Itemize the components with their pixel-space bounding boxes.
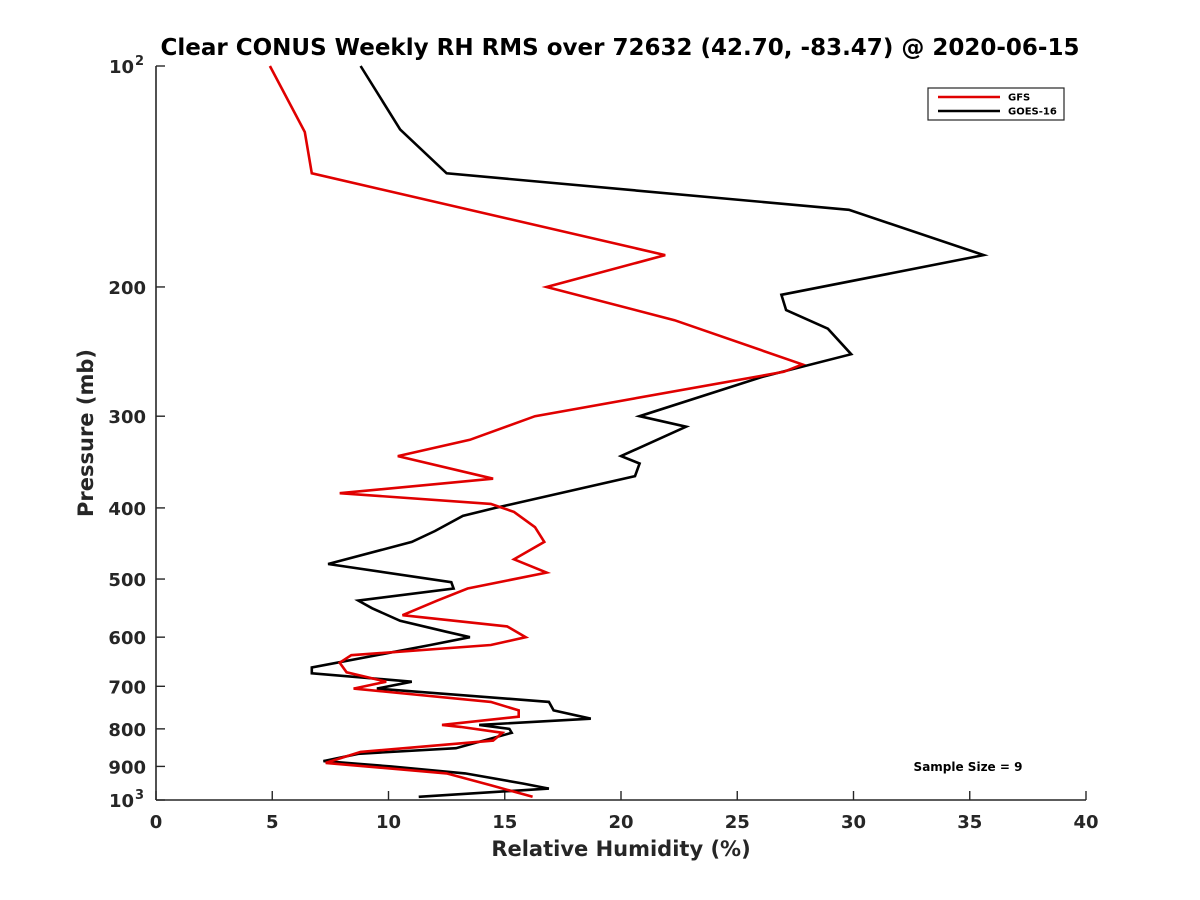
x-tick-label: 25 [725,812,750,833]
y-tick-label: 900 [108,757,146,778]
x-ticks: 0 5 10 15 20 25 30 35 40 [150,791,1099,833]
y-tick-label: 400 [108,499,146,520]
series-lines [268,65,989,799]
x-tick-label: 5 [266,812,279,833]
x-tick-label: 35 [957,812,982,833]
x-tick-label: 0 [150,812,163,833]
sample-size-annotation: Sample Size = 9 [914,760,1023,774]
y-tick-base: 10 [109,57,134,78]
legend-label-gfs: GFS [1008,93,1030,104]
x-axis-label: Relative Humidity (%) [491,837,750,861]
x-tick-label: 40 [1073,812,1098,833]
x-tick-label: 15 [492,812,517,833]
legend: GFS GOES-16 [927,87,1065,121]
y-tick-label-power: 10 2 [109,54,144,78]
x-tick-label: 20 [608,812,633,833]
y-axis-label: Pressure (mb) [74,349,98,517]
y-tick-label: 300 [108,407,146,428]
y-tick-label: 200 [108,278,146,299]
y-tick-base: 10 [109,791,134,812]
chart-title: Clear CONUS Weekly RH RMS over 72632 (42… [161,35,1080,61]
legend-label-goes16: GOES-16 [1008,107,1057,118]
y-tick-label-power: 10 3 [109,788,144,812]
y-tick-exponent: 3 [135,788,144,803]
y-tick-label: 500 [108,570,146,591]
y-tick-exponent: 2 [135,54,144,69]
plot-area: 0 5 10 15 20 25 30 35 40 10 220030040050060070080… [108,54,1098,833]
y-tick-label: 800 [108,720,146,741]
y-tick-label: 600 [108,628,146,649]
legend-box [927,87,1065,121]
x-tick-label: 30 [841,812,866,833]
x-tick-label: 10 [376,812,401,833]
series-line-gfs [268,65,807,799]
y-tick-label: 700 [108,677,146,698]
